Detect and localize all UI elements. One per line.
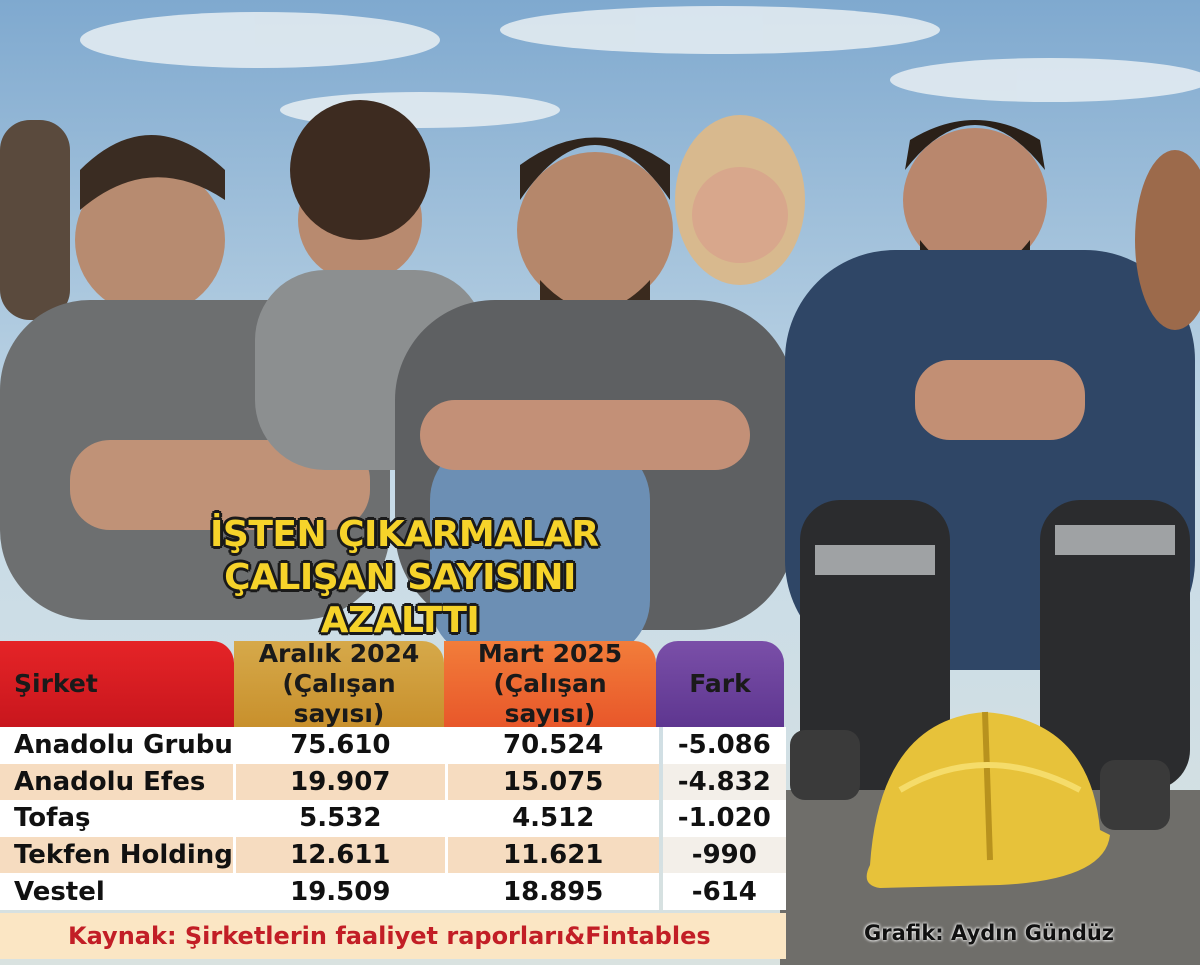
- table-row: Vestel 19.509 18.895 -614: [0, 873, 786, 910]
- cell-mar-2025: 11.621: [444, 836, 659, 874]
- table-row: Tofaş 5.532 4.512 -1.020: [0, 800, 786, 837]
- cell-diff: -990: [662, 836, 786, 874]
- cell-diff: -614: [662, 873, 786, 910]
- table-body: Anadolu Grubu 75.610 70.524 -5.086 Anado…: [0, 727, 786, 910]
- table-header: Şirket Aralık 2024 (Çalışan sayısı) Mart…: [0, 639, 786, 728]
- hard-hat-icon: [866, 711, 1110, 888]
- table-row: Anadolu Efes 19.907 15.075 -4.832: [0, 763, 786, 801]
- cell-diff: -5.086: [662, 727, 786, 764]
- cell-dec-2024: 5.532: [232, 800, 445, 837]
- title-line-2: ÇALIŞAN SAYISINI: [224, 557, 576, 598]
- cell-company: Vestel: [0, 873, 233, 910]
- cell-mar-2025: 70.524: [444, 727, 659, 764]
- table-row: Tekfen Holding 12.611 11.621 -990: [0, 836, 786, 874]
- header-company: Şirket: [0, 641, 234, 727]
- cell-diff: -4.832: [662, 763, 786, 801]
- cell-mar-2025: 15.075: [444, 763, 659, 801]
- header-mar-2025: Mart 2025 (Çalışan sayısı): [444, 639, 656, 728]
- cell-dec-2024: 75.610: [232, 727, 445, 764]
- header-dec-2024: Aralık 2024 (Çalışan sayısı): [234, 639, 444, 728]
- cell-company: Tekfen Holding: [0, 836, 233, 874]
- graphic-credit: Grafik: Aydın Gündüz: [864, 921, 1115, 945]
- cell-company: Anadolu Grubu: [0, 727, 233, 764]
- data-table: Şirket Aralık 2024 (Çalışan sayısı) Mart…: [0, 639, 786, 910]
- cell-dec-2024: 12.611: [232, 836, 445, 874]
- source-note: Kaynak: Şirketlerin faaliyet raporları&F…: [0, 913, 786, 959]
- title-line-1: İŞTEN ÇIKARMALAR: [210, 514, 599, 555]
- cell-mar-2025: 18.895: [444, 873, 659, 910]
- cell-diff: -1.020: [662, 800, 786, 837]
- cell-dec-2024: 19.907: [232, 763, 445, 801]
- cell-dec-2024: 19.509: [232, 873, 445, 910]
- title-line-3: AZALTTI: [320, 600, 480, 641]
- person-1: [0, 120, 70, 320]
- cell-company: Anadolu Efes: [0, 763, 233, 801]
- header-diff: Fark: [656, 641, 784, 727]
- table-row: Anadolu Grubu 75.610 70.524 -5.086: [0, 727, 786, 764]
- cell-company: Tofaş: [0, 800, 233, 837]
- chart-title: İŞTEN ÇIKARMALAR ÇALIŞAN SAYISINI AZALTT…: [210, 513, 599, 642]
- cell-mar-2025: 4.512: [444, 800, 659, 837]
